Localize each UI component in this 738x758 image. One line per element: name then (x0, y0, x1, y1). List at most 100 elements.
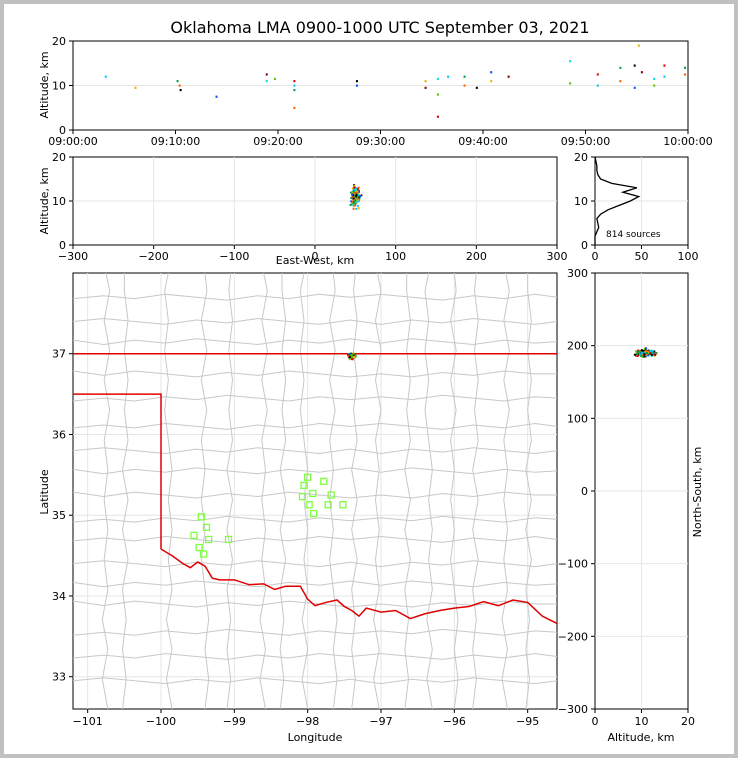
time-ytick-label: 20 (52, 35, 66, 48)
county-line (72, 580, 558, 588)
lma-stations (190, 473, 347, 558)
time-source-point (215, 95, 218, 98)
county-line (72, 677, 558, 685)
lma-station-marker (190, 531, 198, 540)
map-source-point (352, 352, 355, 355)
ew-source-point (350, 200, 353, 203)
red-river-border (160, 548, 558, 625)
time-source-point (293, 88, 296, 92)
ew-xtick-label: −200 (139, 250, 169, 263)
time-xtick-label: 10:00:00 (663, 135, 712, 148)
hist-xtick-label: 100 (678, 250, 699, 263)
time-source-point (355, 84, 358, 87)
time-source-point (637, 44, 640, 47)
ns-source-point (637, 351, 640, 354)
time-source-point (683, 73, 686, 76)
map-source-point (353, 356, 356, 359)
ns-ytick-label: −200 (558, 630, 588, 643)
time-source-point (273, 77, 276, 81)
texas-panhandle-border (73, 393, 162, 550)
ns-source-point (649, 352, 652, 355)
ew-source-point (351, 191, 354, 194)
ew-source-point (349, 203, 352, 206)
ns-source-point (649, 349, 652, 352)
figure-title: Oklahoma LMA 0900-1000 UTC September 03,… (170, 18, 589, 37)
map-ytick-label: 33 (52, 671, 66, 684)
ns-source-point (654, 351, 657, 354)
time-xtick-label: 09:40:00 (458, 135, 507, 148)
ns-source-point (650, 354, 653, 357)
county-line (226, 272, 234, 710)
ew-source-point (360, 194, 363, 197)
time-source-point (653, 77, 656, 81)
lma-station-marker (309, 509, 318, 518)
map-xtick-label: −99 (223, 715, 246, 728)
ew-altitude-panel: −300 −200 −100 0 100 200 300 0 10 20 Altitude, k… (38, 151, 568, 267)
ew-source-point (351, 202, 354, 205)
lma-station-marker (305, 501, 313, 509)
ew-source-point (355, 193, 358, 196)
county-line (472, 272, 479, 710)
county-line (72, 338, 558, 346)
ns-source-point (640, 351, 643, 354)
state-border-lines (73, 352, 558, 625)
map-source-point (350, 352, 353, 355)
time-altitude-panel: 09:00:00 09:10:00 09:20:00 09:30:00 09:40:00… (38, 35, 713, 148)
ew-source-point (357, 207, 360, 210)
time-source-point (293, 80, 296, 83)
ns-sources (633, 347, 658, 359)
hist-grid (595, 157, 688, 245)
ew-source-point (352, 207, 355, 210)
ew-source-point (351, 187, 354, 190)
map-xtick-label: −101 (73, 715, 103, 728)
ew-ytick-label: 20 (52, 151, 66, 164)
map-source-point (347, 354, 350, 357)
time-source-point (293, 106, 296, 109)
time-xticks: 09:00:00 09:10:00 09:20:00 09:30:00 09:40:00… (48, 130, 713, 148)
map-ylabel: Latitude (38, 469, 51, 515)
source-count-annotation: 814 sources (606, 230, 661, 240)
map-sources (347, 352, 357, 361)
time-source-point (424, 86, 427, 89)
ew-source-point (355, 207, 358, 210)
ns-source-point (641, 351, 644, 354)
time-source-point (179, 88, 182, 92)
lma-station-marker (202, 523, 211, 531)
map-source-point (349, 354, 352, 357)
time-source-point (265, 80, 268, 83)
time-source-point (653, 84, 656, 87)
county-line (72, 560, 558, 568)
ns-ytick-label: 300 (567, 267, 588, 280)
ew-sources (349, 184, 363, 210)
time-source-point (463, 75, 466, 78)
map-xlabel: Longitude (288, 731, 343, 744)
time-yticks: 0 10 20 (52, 35, 73, 137)
ns-source-point (643, 353, 646, 356)
ns-xtick-label: 20 (681, 715, 695, 728)
ns-xtick-label: 10 (635, 715, 649, 728)
lma-station-marker (320, 477, 328, 485)
lma-station-marker (298, 493, 307, 501)
ns-source-point (650, 352, 653, 355)
county-line (72, 515, 558, 523)
hist-ytick-label: 10 (574, 195, 588, 208)
time-source-point (424, 80, 427, 83)
ns-ytick-label: 100 (567, 412, 588, 425)
map-source-point (349, 353, 352, 356)
ns-source-point (650, 353, 653, 356)
county-line (299, 272, 309, 710)
ns-ytick-label: 200 (567, 340, 588, 353)
hist-xtick-label: 0 (592, 250, 599, 263)
time-source-point (293, 84, 296, 87)
time-source-point (134, 86, 137, 89)
ns-xticks: 0 10 20 (592, 709, 695, 728)
ns-source-point (641, 350, 644, 353)
ew-xtick-label: 0 (312, 250, 319, 263)
ew-source-point (351, 193, 354, 196)
time-source-point (619, 80, 622, 83)
ew-xtick-label: −300 (58, 250, 88, 263)
lma-station-marker (224, 535, 233, 544)
ew-xticks: −300 −200 −100 0 100 200 300 (58, 245, 568, 263)
time-sources (104, 44, 686, 118)
county-line (72, 370, 557, 378)
